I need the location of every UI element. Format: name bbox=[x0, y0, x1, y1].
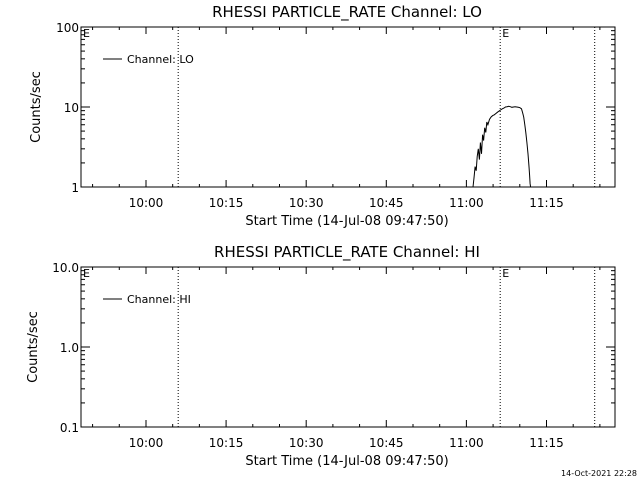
x-tick-label: 10:15 bbox=[209, 436, 244, 450]
x-tick-label: 10:45 bbox=[369, 436, 404, 450]
x-axis-label: Start Time (14-Jul-08 09:47:50) bbox=[245, 214, 448, 229]
y-axis-label: Counts/sec bbox=[26, 311, 41, 383]
y-tick-label: 10 bbox=[64, 101, 79, 115]
event-marker: E bbox=[83, 27, 90, 40]
y-tick-label: 1.0 bbox=[60, 341, 79, 355]
x-tick-label: 11:00 bbox=[449, 436, 484, 450]
event-marker: E bbox=[83, 267, 90, 280]
chart-title: RHESSI PARTICLE_RATE Channel: LO bbox=[212, 3, 482, 22]
x-tick-label: 10:30 bbox=[289, 436, 324, 450]
series-line bbox=[472, 105, 532, 188]
panel-lo: RHESSI PARTICLE_RATE Channel: LO Counts/… bbox=[29, 3, 616, 229]
y-tick-label: 10.0 bbox=[52, 261, 79, 275]
chart-title: RHESSI PARTICLE_RATE Channel: HI bbox=[214, 243, 480, 262]
generation-timestamp: 14-Oct-2021 22:28 bbox=[561, 469, 637, 478]
x-tick-label: 10:15 bbox=[209, 196, 244, 210]
x-axis-label: Start Time (14-Jul-08 09:47:50) bbox=[245, 454, 448, 469]
y-tick-label: 100 bbox=[56, 21, 79, 35]
x-tick-label: 11:00 bbox=[449, 196, 484, 210]
reference-lines bbox=[177, 27, 596, 187]
panel-hi: RHESSI PARTICLE_RATE Channel: HI Counts/… bbox=[26, 243, 616, 469]
series-group bbox=[472, 105, 532, 188]
axis-ticks: 10:00 10:15 10:30 10:45 11:00 11:15 1 10 100 bbox=[56, 21, 615, 210]
legend: Channel: LO bbox=[103, 53, 194, 66]
event-marker: E bbox=[502, 267, 509, 280]
axis-ticks: 10:00 10:15 10:30 10:45 11:00 11:15 0.1 1.0 10.0 bbox=[52, 261, 615, 450]
legend: Channel: HI bbox=[103, 293, 191, 306]
x-tick-label: 10:00 bbox=[129, 196, 164, 210]
x-tick-label: 10:30 bbox=[289, 196, 324, 210]
plot-frame bbox=[80, 26, 616, 188]
y-tick-label: 0.1 bbox=[60, 421, 79, 435]
x-tick-label: 11:15 bbox=[529, 436, 564, 450]
x-tick-label: 11:15 bbox=[529, 196, 564, 210]
reference-lines bbox=[177, 267, 596, 427]
y-tick-label: 1 bbox=[71, 181, 79, 195]
plot-frame bbox=[80, 266, 616, 428]
event-marker: E bbox=[502, 27, 509, 40]
x-tick-label: 10:00 bbox=[129, 436, 164, 450]
legend-entry: Channel: HI bbox=[127, 293, 191, 306]
x-tick-label: 10:45 bbox=[369, 196, 404, 210]
legend-entry: Channel: LO bbox=[127, 53, 194, 66]
y-axis-label: Counts/sec bbox=[29, 71, 44, 143]
